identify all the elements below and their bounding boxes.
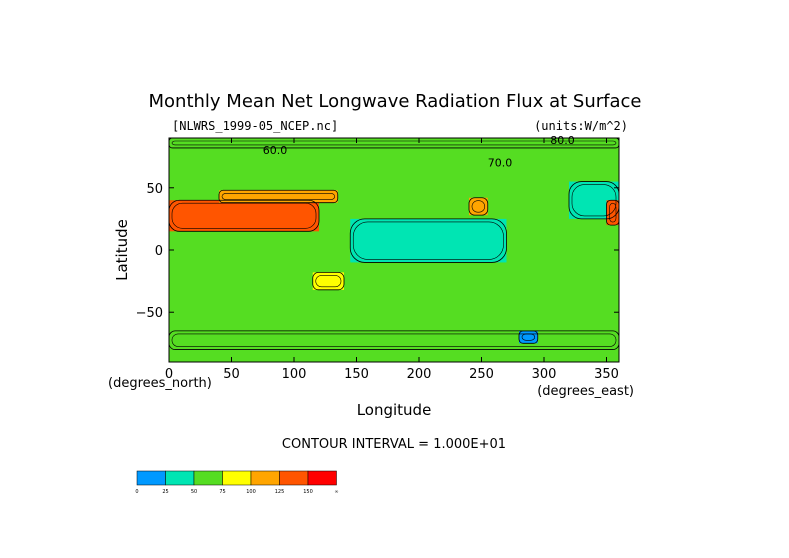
contour-5 [468, 197, 489, 216]
colorbar-swatch-0 [136, 470, 166, 486]
x-tick-label-0: 0 [165, 367, 173, 382]
colorbar-label-7: ∞ [334, 489, 338, 495]
colorbar-label-0: 0 [135, 489, 138, 495]
x-unit-label: (degrees_east) [537, 384, 634, 399]
x-tick-label-100: 100 [282, 367, 307, 382]
contour-inner-6 [609, 202, 617, 223]
colorbar-swatch-5 [279, 470, 309, 486]
contour-inner-9 [171, 140, 617, 146]
colorbar-swatch-3 [222, 470, 252, 486]
flux-region-8 [169, 330, 619, 350]
x-axis-ticks: 0 50 100 150 200 250 300 350 [165, 138, 619, 382]
x-tick-label-150: 150 [344, 367, 369, 382]
units-label: (units:W/m^2) [534, 119, 628, 133]
colorbar-swatch-4 [250, 470, 280, 486]
flux-field [169, 138, 619, 362]
flux-region-5 [312, 272, 344, 290]
x-tick-label-200: 200 [407, 367, 432, 382]
y-tick-label-2: −50 [136, 306, 163, 321]
contour-inner-8 [521, 333, 536, 341]
colorbar-label-5: 125 [275, 489, 285, 495]
contour-interval-note: CONTOUR INTERVAL = 1.000E+01 [282, 437, 506, 452]
colorbar-label-3: 75 [219, 489, 225, 495]
flux-region-1 [350, 218, 507, 263]
contour-inner-3 [221, 192, 336, 201]
chart-title: Monthly Mean Net Longwave Radiation Flux… [149, 91, 642, 112]
contour-4 [312, 271, 345, 291]
x-tick-label-350: 350 [594, 367, 619, 382]
colorbar-label-4: 100 [246, 489, 256, 495]
flux-region-4 [219, 190, 338, 203]
contour-label-0: 60.0 [263, 144, 288, 157]
contour-0 [349, 218, 507, 263]
contour-inner-5 [471, 200, 486, 213]
x-tick-label-50: 50 [223, 367, 240, 382]
contour-inner-7 [171, 333, 617, 347]
contour-inner-2 [171, 202, 317, 229]
colorbar-label-1: 25 [162, 489, 168, 495]
flux-region-10 [169, 138, 619, 148]
y-tick-label-0: 50 [146, 182, 163, 197]
contour-labels: 60.0 80.0 70.0 [263, 134, 575, 169]
y-unit-label: (degrees_north) [108, 376, 212, 391]
x-axis-title: Longitude [357, 401, 432, 419]
x-tick-label-250: 250 [469, 367, 494, 382]
colorbar-swatch-2 [193, 470, 223, 486]
x-tick-label-300: 300 [532, 367, 557, 382]
colorbar-swatch-1 [165, 470, 195, 486]
file-label: [NLWRS_1999-05_NCEP.nc] [172, 119, 338, 133]
colorbar-label-2: 50 [191, 489, 197, 495]
colorbar-swatch-6 [307, 470, 337, 486]
y-tick-label-1: 0 [155, 244, 163, 259]
y-axis-title: Latitude [113, 219, 131, 281]
contour-label-2: 70.0 [488, 157, 513, 170]
contour-inner-0 [352, 221, 504, 260]
contour-inner-4 [315, 275, 342, 288]
colorbar: 0 25 50 75 100 125 150 ∞ [135, 470, 339, 495]
contour-label-1: 80.0 [550, 134, 575, 147]
contour-8 [518, 330, 539, 344]
colorbar-label-6: 150 [303, 489, 313, 495]
y-axis-ticks: 50 0 −50 [136, 182, 619, 321]
flux-region-3 [169, 200, 319, 232]
contour-3 [218, 189, 339, 204]
